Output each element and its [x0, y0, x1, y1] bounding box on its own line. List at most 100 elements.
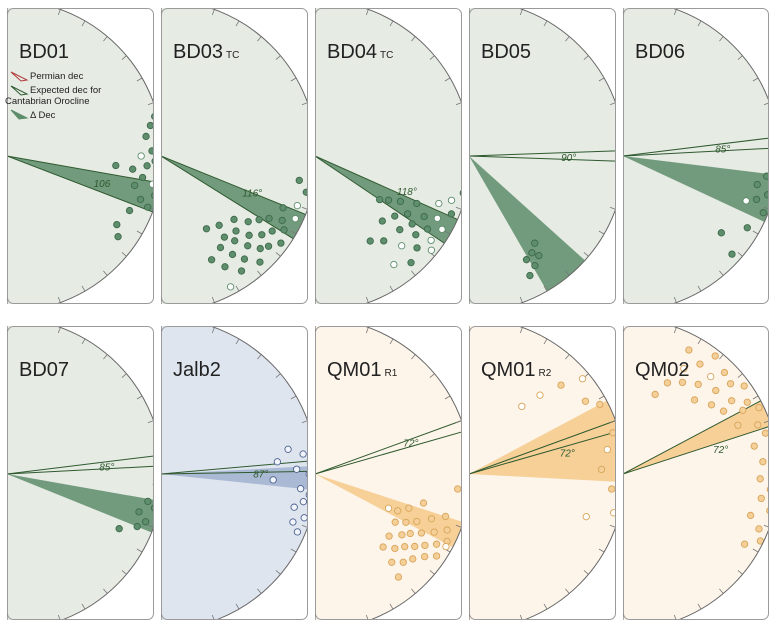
stereonet-panel-bd06: 160°85°BD06 [623, 8, 769, 304]
rim-tick [737, 55, 743, 60]
rim-tick [752, 395, 759, 400]
sample-point [293, 201, 301, 210]
sample-point [402, 518, 410, 526]
expected-dec-line [623, 426, 769, 475]
rim-tick [155, 182, 161, 183]
rim-tick [648, 8, 650, 9]
sample-point [216, 243, 225, 252]
sample-point [152, 481, 154, 488]
rim-tick [301, 206, 308, 210]
sample-point [750, 442, 758, 450]
panel-frame [469, 326, 616, 620]
rim-tick [121, 570, 127, 575]
rim-tick [340, 8, 342, 9]
sample-point [753, 180, 761, 189]
rim-tick [136, 230, 143, 235]
rim-tick [429, 373, 435, 378]
rim-tick [411, 354, 416, 360]
sample-point [707, 372, 715, 381]
sample-point [366, 237, 374, 245]
expected-angle-label: 90° [561, 153, 576, 164]
sample-point [756, 475, 764, 483]
sample-point [427, 236, 435, 245]
expected-angle-label: 85° [715, 145, 730, 156]
permian-dec-line [7, 156, 8, 158]
sample-point [228, 250, 237, 259]
sample-point [728, 250, 736, 258]
sample-point [112, 161, 120, 170]
expected-dec-line [161, 460, 308, 475]
legend-permian-symbol [10, 71, 29, 82]
rim-tick [648, 303, 650, 304]
delta-dec-wedge [623, 400, 769, 474]
rim-tick [365, 327, 369, 334]
sample-point [581, 397, 590, 405]
sample-point [717, 229, 725, 237]
rim-tick [719, 354, 724, 360]
sample-point [441, 512, 450, 521]
sample-point [131, 181, 139, 190]
sample-point [244, 242, 252, 250]
rim-tick [543, 603, 548, 610]
sample-point [394, 507, 402, 515]
sample-point [390, 260, 398, 269]
rim-tick [309, 182, 315, 183]
rim-tick [155, 447, 161, 448]
rim-tick [301, 524, 308, 528]
rim-tick [81, 285, 86, 292]
rim-tick [235, 20, 240, 27]
sample-point [144, 497, 152, 506]
sample-point [432, 540, 441, 548]
sample-point [582, 513, 590, 521]
sample-point [215, 221, 223, 229]
rim-tick [609, 206, 616, 210]
stereonet-panel-qm02: 160°72°QM02 [623, 326, 769, 620]
rim-tick [617, 129, 623, 130]
legend-delta-label: Δ Dec [30, 110, 56, 121]
legend-delta-symbol [10, 109, 29, 120]
rim-tick [155, 500, 161, 501]
sample-point [268, 227, 276, 235]
stereonet-outline [54, 8, 154, 304]
rim-tick [455, 102, 462, 106]
sample-point [142, 132, 150, 141]
rim-tick [211, 327, 215, 334]
sample-point [727, 397, 736, 405]
sample-point [719, 407, 728, 415]
sample-point [284, 445, 292, 453]
legend-expected-label-2: Cantabrian Orocline [5, 96, 90, 107]
rim-tick [609, 524, 616, 528]
rim-tick [136, 548, 143, 553]
delta-dec-wedge [469, 156, 585, 292]
expected-dec-line [623, 137, 769, 157]
rim-tick [697, 338, 702, 345]
sample-point [522, 256, 531, 264]
rim-tick [275, 252, 281, 257]
sample-point [273, 458, 282, 466]
sample-point [396, 197, 405, 206]
rim-tick [32, 8, 34, 9]
expected-angle-label: 72° [403, 438, 418, 449]
sample-point [433, 214, 441, 222]
sample-point [447, 196, 456, 205]
sample-point [417, 529, 426, 537]
rim-tick [57, 9, 61, 16]
rim-tick [290, 230, 297, 235]
sample-point [754, 421, 762, 429]
sample-point [114, 233, 122, 241]
sample-point [663, 379, 672, 387]
sample-point [759, 209, 767, 217]
sample-point [277, 239, 285, 247]
rim-tick [136, 395, 143, 400]
expected-dec-line [469, 150, 616, 157]
sample-point [743, 224, 751, 232]
sample-point [739, 406, 747, 414]
rim-tick [301, 102, 308, 106]
stereonet-outline [208, 326, 308, 620]
rim-tick [583, 252, 589, 257]
sample-point [608, 485, 616, 493]
sample-point [280, 226, 288, 234]
rim-tick [752, 230, 759, 235]
sample-point [461, 474, 462, 480]
